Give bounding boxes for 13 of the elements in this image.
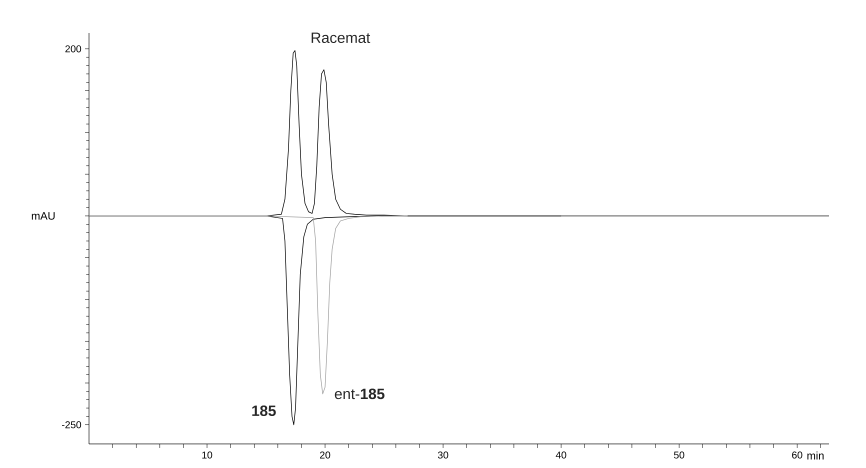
x-tick-label: 50: [674, 452, 684, 459]
series-label: ent-185: [334, 388, 384, 400]
series-label: Racemat: [312, 32, 370, 43]
y-tick-label: -250: [62, 421, 82, 428]
x-axis-title: min: [807, 452, 824, 460]
x-tick-label: 20: [320, 452, 330, 459]
series-label: 185: [252, 405, 276, 416]
x-tick-label: 40: [556, 452, 566, 459]
x-tick-label: 10: [202, 452, 212, 459]
y-tick-label: 200: [65, 45, 82, 52]
y-axis-title: mAU: [32, 212, 55, 220]
x-tick-label: 60: [792, 452, 802, 459]
x-tick-label: 30: [438, 452, 448, 459]
